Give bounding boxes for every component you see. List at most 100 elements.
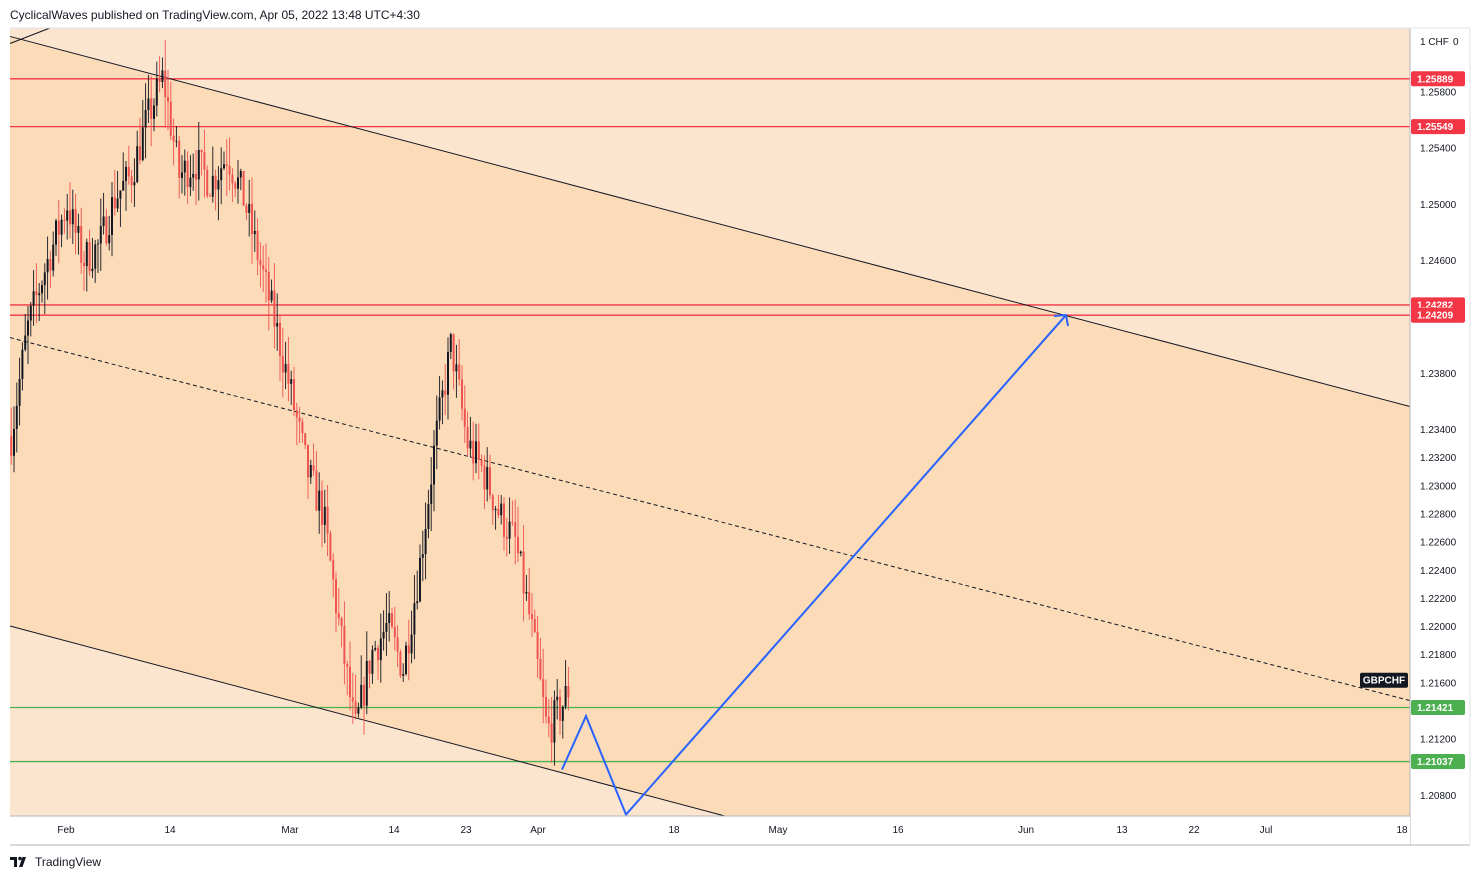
price-level-tag [1411,754,1465,770]
candle-body [141,127,144,161]
candle-body [497,508,500,516]
candle-body [217,180,220,190]
candle-body [469,440,472,449]
x-axis-tick-label: Mar [281,825,299,836]
candle-body [377,647,379,661]
candle-body [80,225,83,263]
candle-body [24,335,27,350]
y-axis-tick-label: 1.21600 [1420,678,1457,689]
candle-body [259,259,262,266]
candle-body [13,429,15,456]
candle-body [164,70,167,97]
candle-body [122,180,125,191]
candle-body [253,230,256,235]
candle-body [214,175,217,190]
candle-body [531,614,533,620]
candle-body [449,334,452,352]
candle-body [505,536,508,539]
candle-body [27,320,29,336]
candle-body [49,259,52,271]
candle-body [169,101,172,136]
y-axis-tick-label: 1.22800 [1420,509,1457,520]
y-axis-tick-label: 1.21200 [1420,735,1457,746]
candle-body [514,522,517,537]
currency-zero: 0 [1453,37,1459,48]
candle-body [472,440,475,464]
candle-body [276,322,279,327]
candle-body [407,645,410,654]
y-axis-tick-label: 1.23800 [1420,369,1457,380]
publisher-caption: CyclicalWaves published on TradingView.c… [10,8,420,22]
y-axis-tick-label: 1.20800 [1420,791,1457,802]
candle-body [441,390,444,398]
brand-name: TradingView [35,855,102,869]
currency-label: 1 CHF [1420,37,1449,48]
candle-body [10,436,13,456]
candle-body [458,364,461,380]
candle-body [248,203,251,213]
candle-body [517,536,519,554]
candle-body [153,105,155,119]
candle-body [158,78,161,82]
parallel-line-top [9,27,51,44]
candle-body [461,379,463,409]
candle-body [301,421,304,434]
candle-body [393,626,396,638]
candle-body [564,686,567,707]
candle-body [111,197,113,235]
candle-body [21,349,24,379]
candle-body [88,242,91,272]
y-axis-tick-label: 1.22400 [1420,566,1457,577]
candle-body [489,467,491,496]
candle-body [97,243,99,245]
candle-body [192,173,195,178]
price-level-tag [1411,119,1465,135]
candle-body [71,209,74,225]
candle-body [321,490,323,525]
candle-body [108,234,111,244]
candle-body [139,146,141,161]
candle-body [539,658,542,680]
channel-mid-line [9,337,1411,702]
x-axis-tick-label: 18 [1396,825,1408,836]
price-level-tag [1411,700,1465,716]
candle-body [424,528,427,555]
price-level-tag-label: 1.24282 [1417,300,1454,311]
candle-body [491,495,494,511]
candle-body [32,291,35,306]
candle-body [223,164,225,169]
candle-body [189,177,192,188]
candle-body [382,631,385,639]
symbol-tag [1360,672,1408,688]
candle-body [281,356,284,373]
candle-body [63,219,66,221]
candle-body [354,701,357,714]
y-axis-tick-label: 1.23400 [1420,425,1457,436]
x-axis-tick-label: May [769,825,788,836]
candle-body [475,441,477,464]
price-level-tag [1411,71,1465,87]
candle-body [545,697,547,717]
candle-body [332,560,335,580]
candle-body [556,696,559,701]
candle-body [547,716,550,724]
y-axis-tick-label: 1.21800 [1420,650,1457,661]
candle-body [511,521,514,523]
candle-body [318,490,321,511]
channel-lower-line [9,625,731,818]
candle-body [85,242,88,267]
y-axis-tick-label: 1.25800 [1420,87,1457,98]
candle-body [323,506,326,525]
candle-body [444,390,447,395]
candle-body [175,140,178,142]
candle-body [203,152,206,170]
candle-body [267,271,270,301]
candle-body [385,622,388,632]
candle-body [351,697,354,702]
candle-body [94,244,97,269]
candle-body [477,441,480,460]
candle-body [421,554,424,558]
price-level-tag-label: 1.24209 [1417,311,1454,322]
candle-body [295,410,298,418]
